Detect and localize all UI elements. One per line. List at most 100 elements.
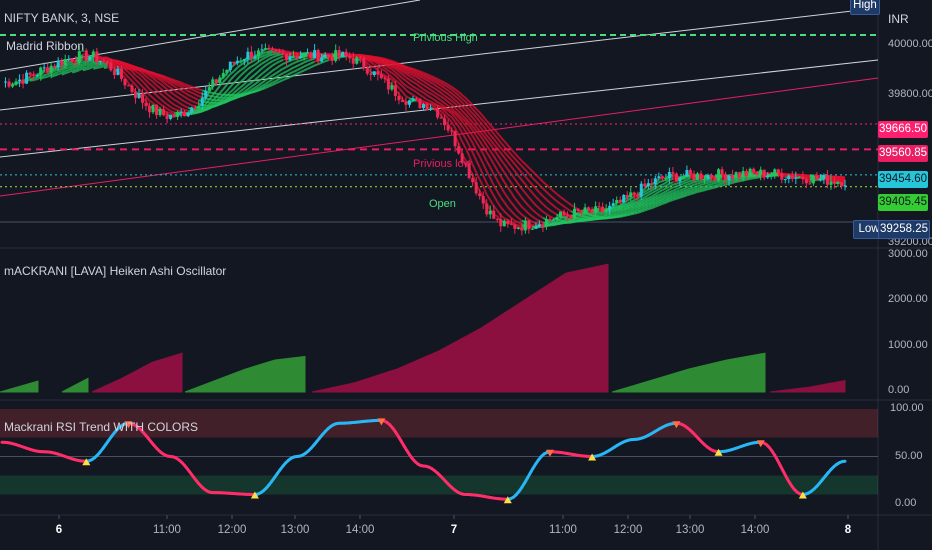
ribbon-line [72,60,76,64]
candle [843,185,847,187]
ribbon-line [668,191,674,196]
ribbon-line [661,196,667,200]
price-tick: 39800.00 [888,88,932,100]
ribbon-line [219,102,224,106]
ribbon-line [440,84,446,89]
candle [320,57,324,62]
ribbon-line [503,151,509,157]
ribbon-line [141,72,147,78]
ribbon-line [412,72,417,76]
ribbon-line [254,70,260,76]
ribbon-line [454,116,460,123]
ribbon-line [461,101,467,107]
candle [25,72,29,84]
ribbon-line [166,78,172,83]
candle [151,104,155,113]
ribbon-line [514,157,520,164]
candle [566,215,570,217]
ribbon-line [500,136,506,142]
ribbon-line [173,79,178,83]
ribbon-line [658,183,663,188]
ribbon-line [184,91,189,96]
trendline [0,77,879,197]
ribbon-line [272,50,277,54]
ribbon-line [159,92,165,97]
ribbon-line [619,207,624,211]
ribbon-line [127,76,133,82]
ribbon-line [169,91,175,96]
ribbon-line [471,117,477,123]
ribbon-line [194,97,200,101]
ribbon-line [595,215,600,218]
candle [523,220,527,231]
ribbon-line [275,60,280,65]
ribbon-line [637,205,642,210]
ribbon-line [665,185,670,190]
ribbon-line [457,102,463,108]
ribbon-line [201,96,206,100]
ribbon-line [173,103,179,108]
ribbon-line [293,69,298,73]
ribbon-line [475,108,481,114]
ribbon-line [510,217,516,222]
ribbon-line [243,63,249,69]
candle [622,195,626,203]
ribbon-line [215,85,221,92]
candle [783,179,787,181]
ribbon-line [271,62,277,67]
ribbon-line [686,184,691,189]
ribbon-line [633,208,639,212]
candle [411,98,415,101]
ribbon-line [282,77,287,82]
ribbon-line [93,67,98,70]
ribbon-line [471,164,478,173]
ribbon-line [672,192,677,196]
ribbon-line [384,63,389,69]
ribbon-line [542,195,548,201]
ribbon-line [240,77,246,83]
ribbon-line [229,75,235,81]
ribbon-line [644,198,649,203]
ribbon-line [637,207,642,211]
candle [228,61,232,70]
ribbon-line [514,170,520,177]
ribbon-line [683,176,688,180]
ribbon-line [496,161,502,168]
ribbon-line [293,60,298,65]
candle [88,56,92,61]
ribbon-line [78,65,84,69]
ribbon-line [496,179,502,188]
ribbon-line [662,198,667,202]
ribbon-line [275,74,281,79]
ribbon-line [693,187,698,191]
ribbon-line [36,76,42,81]
ribbon-line [521,188,527,194]
ribbon-line [711,184,716,188]
ribbon-line [478,116,484,122]
candle [400,100,404,102]
ribbon-line [443,90,449,95]
ribbon-line [64,64,70,68]
ribbon-line [430,76,435,81]
ribbon-line [651,190,656,195]
ribbon-line [226,98,231,102]
ribbon-line [96,62,101,65]
ribbon-line [398,67,403,71]
ribbon-line [503,145,509,152]
ribbon-line [661,192,667,197]
ribbon-line [478,156,485,165]
candle [710,174,714,178]
ribbon-line [468,136,474,144]
candle [460,153,464,164]
ribbon-line [454,91,460,97]
ribbon-line [686,187,691,191]
ribbon-line [668,189,674,194]
ribbon-line [180,103,186,108]
price-tag-39405: 39405.45 [878,194,928,211]
candle [313,50,317,59]
ribbon-line [697,188,702,192]
candle [253,56,257,59]
ribbon-line [247,57,252,61]
candle [457,146,461,154]
